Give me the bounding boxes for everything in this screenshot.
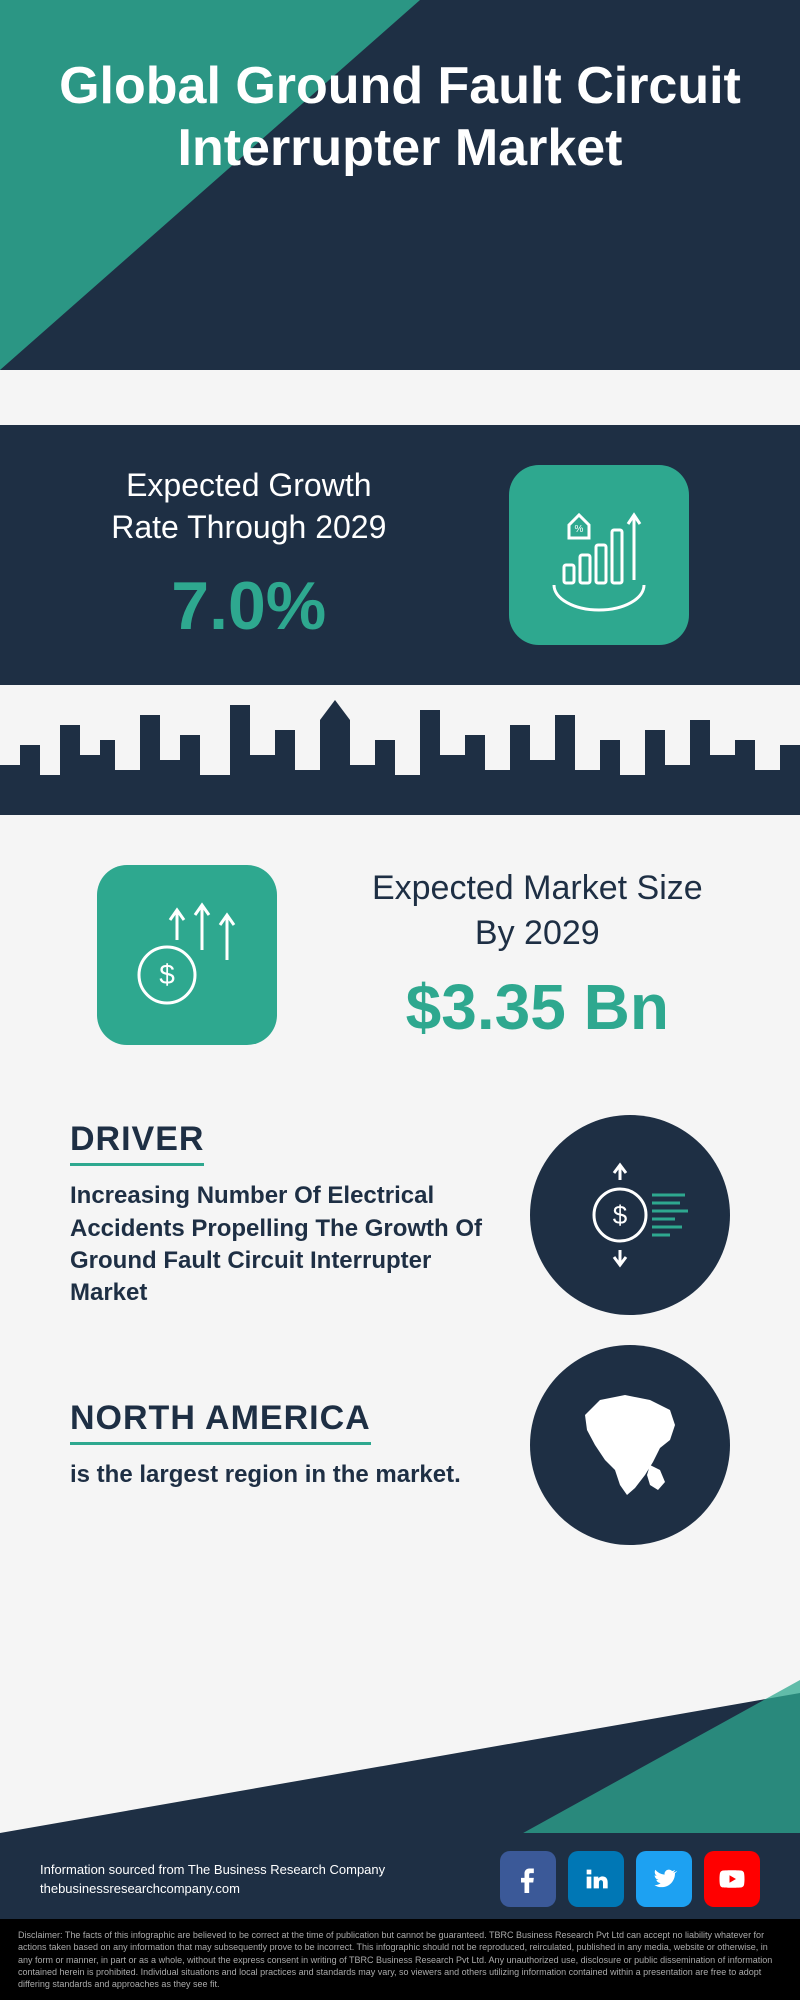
growth-text-block: Expected Growth Rate Through 2029 7.0%: [111, 465, 386, 644]
region-heading: NORTH AMERICA: [70, 1399, 371, 1445]
header-section: Global Ground Fault Circuit Interrupter …: [0, 0, 800, 370]
market-label-line2: By 2029: [475, 914, 600, 952]
market-label: Expected Market Size By 2029: [372, 866, 703, 954]
source-line1: Information sourced from The Business Re…: [40, 1862, 385, 1877]
region-row: NORTH AMERICA is the largest region in t…: [70, 1345, 730, 1545]
region-text: NORTH AMERICA is the largest region in t…: [70, 1399, 530, 1491]
disclaimer-text: Disclaimer: The facts of this infographi…: [0, 1919, 800, 2000]
growth-value: 7.0%: [111, 567, 386, 645]
skyline-divider: [0, 685, 800, 815]
growth-label-line2: Rate Through 2029: [111, 509, 386, 545]
svg-text:$: $: [160, 959, 176, 990]
footer-bar: Information sourced from The Business Re…: [0, 1833, 800, 1919]
footer: Information sourced from The Business Re…: [0, 1693, 800, 2000]
driver-text: DRIVER Increasing Number Of Electrical A…: [70, 1120, 530, 1310]
market-value: $3.35 Bn: [372, 970, 703, 1044]
page-title: Global Ground Fault Circuit Interrupter …: [0, 0, 800, 180]
facebook-icon[interactable]: [500, 1851, 556, 1907]
market-size-section: $ Expected Market Size By 2029 $3.35 Bn: [0, 815, 800, 1095]
info-section: DRIVER Increasing Number Of Electrical A…: [0, 1095, 800, 1585]
twitter-icon[interactable]: [636, 1851, 692, 1907]
growth-label: Expected Growth Rate Through 2029: [111, 465, 386, 548]
linkedin-icon[interactable]: [568, 1851, 624, 1907]
region-body: is the largest region in the market.: [70, 1459, 500, 1491]
growth-chart-icon: %: [509, 465, 689, 645]
svg-text:$: $: [613, 1200, 628, 1230]
youtube-icon[interactable]: [704, 1851, 760, 1907]
market-label-line1: Expected Market Size: [372, 869, 703, 907]
growth-rate-band: Expected Growth Rate Through 2029 7.0% %: [0, 425, 800, 685]
svg-text:%: %: [574, 524, 583, 535]
market-text-block: Expected Market Size By 2029 $3.35 Bn: [372, 866, 703, 1043]
dollar-arrows-icon: $: [97, 865, 277, 1045]
driver-heading: DRIVER: [70, 1120, 204, 1166]
source-line2: thebusinessresearchcompany.com: [40, 1881, 240, 1896]
currency-flow-icon: $: [530, 1115, 730, 1315]
spacer: [0, 370, 800, 425]
social-icons: [500, 1851, 760, 1907]
north-america-map-icon: [530, 1345, 730, 1545]
footer-source: Information sourced from The Business Re…: [40, 1860, 385, 1899]
driver-row: DRIVER Increasing Number Of Electrical A…: [70, 1115, 730, 1315]
driver-body: Increasing Number Of Electrical Accident…: [70, 1180, 500, 1310]
growth-label-line1: Expected Growth: [126, 467, 371, 503]
